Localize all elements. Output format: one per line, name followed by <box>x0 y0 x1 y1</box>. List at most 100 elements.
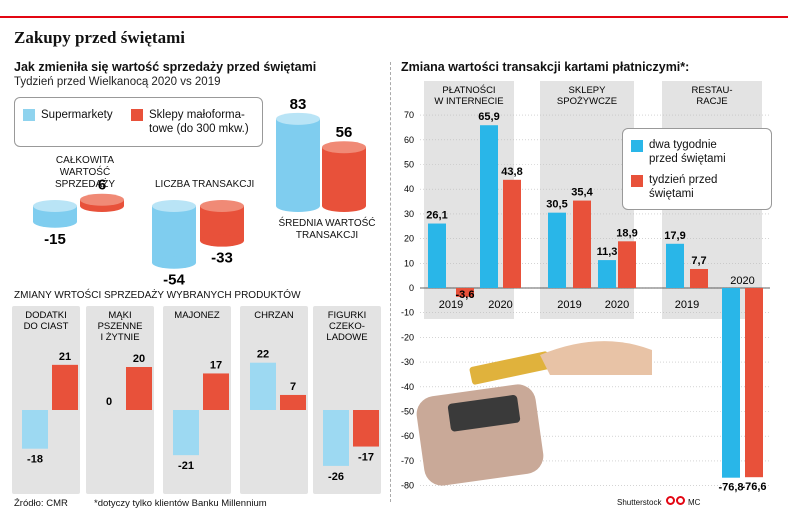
data-label: 11,3 <box>597 246 618 258</box>
metrics-cylinder-chart: -15 6 -54 -33 83 56 <box>33 96 366 289</box>
left-subheading: Tydzień przed Wielkanocą 2020 vs 2019 <box>14 76 221 88</box>
y-tick-label: -60 <box>401 431 414 441</box>
metric-label: ŚREDNIA WARTOŚĆ TRANSAKCJI <box>278 218 376 241</box>
card-bar <box>598 260 616 288</box>
x-tick-label: 2019 <box>675 299 699 311</box>
data-label: -3,6 <box>456 289 475 301</box>
legend-item-one-week: tydzień przed świętami <box>631 173 717 201</box>
legend-label: dwa tygodnie przed świętami <box>649 139 726 165</box>
y-tick-label: 50 <box>404 160 414 170</box>
metric-label: CAŁKOWITA WARTOŚĆ SPRZEDAŻY <box>54 155 115 190</box>
legend-swatch-red <box>131 109 143 121</box>
y-tick-label: 40 <box>404 184 414 194</box>
product-bar <box>126 367 152 410</box>
cylinder-body <box>152 206 196 263</box>
legend-item-two-weeks: dwa tygodnie przed świętami <box>631 138 726 166</box>
left-legend: Supermarkety Sklepy małoforma- towe (do … <box>14 97 263 147</box>
product-label: PSZENNE <box>98 321 143 332</box>
data-label: -54 <box>163 272 185 289</box>
right-heading: Zmiana wartości transakcji kartami płatn… <box>401 60 690 74</box>
product-bar <box>203 373 229 410</box>
data-label: 30,5 <box>546 199 567 211</box>
legend-swatch-blue <box>23 109 35 121</box>
x-tick-label: 2020 <box>730 275 754 287</box>
panel-divider <box>390 62 391 502</box>
data-label: -26 <box>328 471 344 483</box>
product-label: MĄKI <box>108 310 131 321</box>
group-label: RACJE <box>696 96 727 107</box>
logo-circle-icon <box>666 496 675 505</box>
legend-item-supermarkets: Supermarkety <box>23 108 113 122</box>
y-tick-label: 30 <box>404 209 414 219</box>
y-tick-label: -80 <box>401 481 414 491</box>
data-label: 20 <box>133 353 145 365</box>
y-tick-label: 70 <box>404 110 414 120</box>
card-bar <box>666 243 684 288</box>
cylinder-bar <box>200 200 244 247</box>
product-label: CZEKO- <box>329 321 365 332</box>
data-label: 6 <box>98 177 106 194</box>
group-label: PŁATNOŚCI <box>442 84 495 96</box>
product-bar <box>52 364 78 410</box>
product-bar <box>280 394 306 410</box>
y-tick-label: -20 <box>401 332 414 342</box>
left-heading: Jak zmieniła się wartość sprzedaży przed… <box>14 60 317 74</box>
y-tick-label: -50 <box>401 407 414 417</box>
legend-label: tydzień przed świętami <box>649 174 718 200</box>
cylinder-top <box>152 200 196 212</box>
group-label: RESTAU- <box>692 85 733 96</box>
right-legend: dwa tygodnie przed świętami tydzień prze… <box>622 128 772 210</box>
card-bar <box>618 241 636 288</box>
data-label: -76,6 <box>741 481 766 493</box>
x-tick-label: 2019 <box>557 299 581 311</box>
data-label: 43,8 <box>501 166 522 178</box>
data-label: 83 <box>290 96 307 113</box>
y-tick-label: -10 <box>401 308 414 318</box>
product-label: DO CIAST <box>24 321 69 332</box>
group-label: W INTERNECIE <box>434 96 503 107</box>
product-label: LADOWE <box>326 332 367 343</box>
legend-label: Supermarkety <box>41 109 113 121</box>
product-bar <box>173 410 199 456</box>
card-bar <box>690 268 708 288</box>
data-label: -18 <box>27 454 43 466</box>
products-heading: ZMIANY WRTOŚCI SPRZEDAŻY WYBRANYCH PRODU… <box>14 290 301 301</box>
logo-circle-icon <box>676 496 685 505</box>
product-panel <box>86 306 154 494</box>
card-bar <box>722 288 740 478</box>
page-title: Zakupy przed świętami <box>14 28 185 47</box>
cylinder-bottom <box>200 234 244 247</box>
cylinder-top <box>200 200 244 212</box>
data-label: 18,9 <box>616 227 637 239</box>
data-label: -15 <box>44 231 66 248</box>
product-bar <box>353 410 379 447</box>
cylinder-bottom <box>33 215 77 228</box>
cylinder-bottom <box>322 200 366 212</box>
product-label: DODATKI <box>25 310 67 321</box>
terminal-screen <box>447 395 521 432</box>
card-bar <box>573 200 591 288</box>
y-tick-label: 60 <box>404 135 414 145</box>
card-bar <box>745 288 763 478</box>
x-tick-label: 2019 <box>439 299 463 311</box>
legend-swatch-blue <box>631 140 643 152</box>
cylinder-bar <box>33 200 77 228</box>
cylinder-bar <box>80 193 124 212</box>
data-label: 56 <box>336 124 353 141</box>
footnote: *dotyczy tylko klientów Banku Millennium <box>94 498 267 509</box>
legend-item-small-shops: Sklepy małoforma- towe (do 300 mkw.) <box>131 108 249 136</box>
product-label: MAJONEZ <box>174 310 220 321</box>
data-label: -33 <box>211 250 233 267</box>
cylinder-bottom <box>276 200 320 212</box>
legend-label: Sklepy małoforma- towe (do 300 mkw.) <box>149 109 249 135</box>
data-label: -21 <box>178 460 194 472</box>
legend-swatch-red <box>631 175 643 187</box>
data-label: 21 <box>59 351 71 363</box>
card-bar <box>456 288 474 297</box>
data-label: 7 <box>290 381 296 393</box>
cylinder-top <box>33 200 77 212</box>
cylinder-bar <box>152 200 196 269</box>
card-reader-illustration <box>416 341 652 486</box>
